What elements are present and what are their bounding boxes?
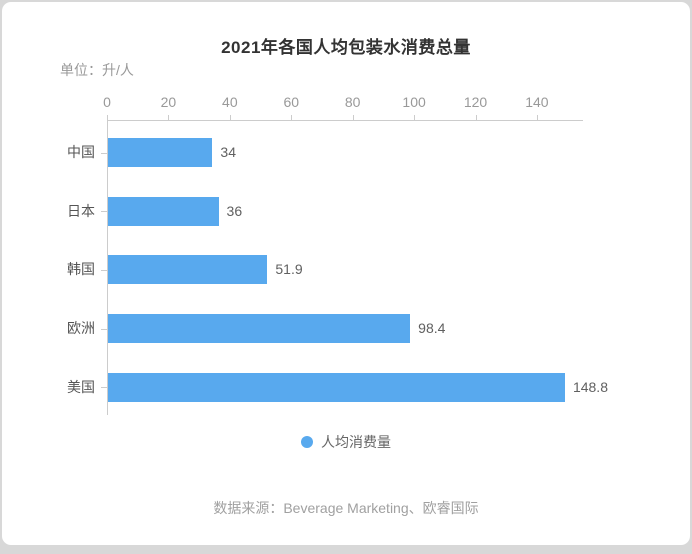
category-label: 欧洲 [67, 320, 95, 337]
x-axis-tick-mark [291, 115, 293, 120]
x-axis-tick-mark [107, 115, 108, 120]
unit-label: 单位：升/人 [60, 62, 134, 78]
category-label: 日本 [67, 202, 95, 219]
bar[interactable] [108, 314, 411, 344]
plot-area: 0 20 40 60 80 100 120 140 中国 34 日本 36 韩国 51.9 欧洲 98.4 美… [2, 2, 690, 545]
bar[interactable] [108, 372, 565, 402]
data-source: 数据来源：Beverage Marketing、欧睿国际 [213, 500, 479, 516]
x-axis-tick-mark [536, 115, 538, 120]
bar-value-label: 34 [220, 144, 236, 160]
category-axis-tick [101, 387, 107, 389]
bar[interactable] [108, 138, 213, 167]
category-label: 韩国 [67, 261, 95, 278]
bar-value-label: 51.9 [275, 261, 303, 278]
x-axis-tick-mark [229, 115, 231, 120]
category-axis-tick [101, 211, 107, 213]
category-axis-tick [101, 152, 107, 154]
x-axis-tick-label: 100 [402, 94, 426, 110]
y-axis-line [107, 120, 108, 415]
category-label: 美国 [67, 378, 95, 395]
x-axis-tick-label: 120 [463, 94, 488, 110]
bar-value-label: 148.8 [572, 378, 608, 395]
category-label: 中国 [67, 144, 95, 160]
x-axis-tick-label: 140 [525, 94, 549, 110]
x-axis-tick-label: 60 [283, 94, 300, 110]
x-axis-tick-label: 20 [160, 94, 177, 110]
chart-title: 2021年各国人均包装水消费总量 [221, 38, 471, 57]
x-axis-tick-label: 40 [222, 94, 238, 110]
bar[interactable] [108, 196, 219, 226]
category-axis-tick [101, 328, 107, 330]
bar-value-label: 36 [226, 202, 243, 219]
x-axis-tick-mark [475, 115, 477, 120]
category-axis-tick [101, 269, 107, 271]
legend-item[interactable]: 人均消费量 [2, 433, 690, 451]
x-axis-line [107, 120, 583, 121]
x-axis-tick-mark [168, 115, 170, 120]
x-axis-tick-mark [414, 115, 416, 120]
x-axis-tick-mark [352, 115, 354, 120]
x-axis-tick-label: 80 [344, 94, 361, 110]
chart-card: 2021年各国人均包装水消费总量 单位：升/人 0 20 40 60 80 100 120 1… [2, 2, 690, 545]
bar-value-label: 98.4 [418, 320, 446, 337]
x-axis-tick-label: 0 [103, 94, 111, 110]
bar[interactable] [108, 255, 268, 285]
legend-label: 人均消费量 [321, 434, 391, 450]
legend-marker-icon [301, 436, 313, 448]
